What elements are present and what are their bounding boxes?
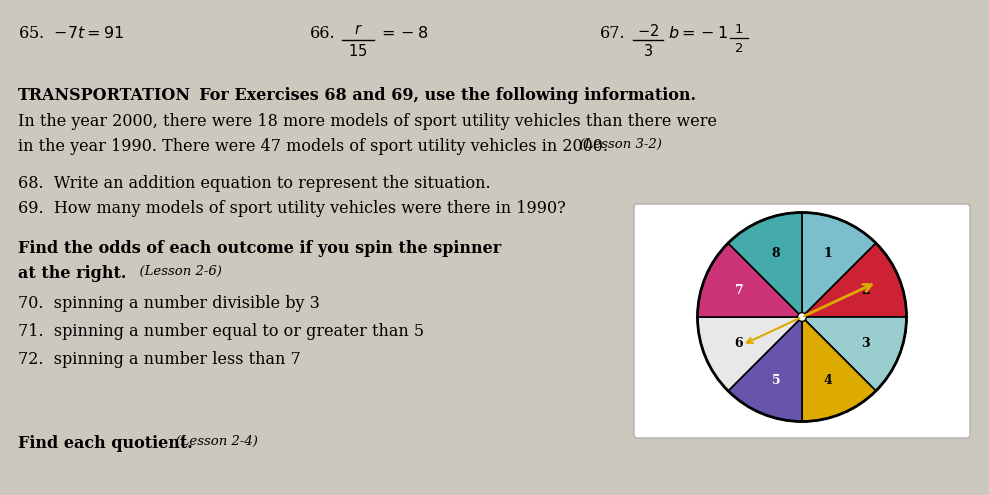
Text: 2: 2 xyxy=(860,285,869,297)
Text: (Lesson 3-2): (Lesson 3-2) xyxy=(571,138,662,151)
Text: $3$: $3$ xyxy=(643,43,653,59)
Text: 4: 4 xyxy=(824,374,833,387)
Text: 71.  spinning a number equal to or greater than 5: 71. spinning a number equal to or greate… xyxy=(18,323,424,340)
Text: $1$: $1$ xyxy=(735,23,744,36)
Text: $-2$: $-2$ xyxy=(637,23,659,39)
Text: Find the odds of each outcome if you spin the spinner: Find the odds of each outcome if you spi… xyxy=(18,240,501,257)
Text: 5: 5 xyxy=(771,374,780,387)
Text: in the year 1990. There were 47 models of sport utility vehicles in 2000.: in the year 1990. There were 47 models o… xyxy=(18,138,608,155)
Wedge shape xyxy=(697,243,802,317)
Circle shape xyxy=(797,313,806,321)
FancyBboxPatch shape xyxy=(634,204,970,438)
Text: 66.: 66. xyxy=(310,25,335,42)
Text: 1: 1 xyxy=(824,248,833,260)
Text: TRANSPORTATION: TRANSPORTATION xyxy=(18,87,191,104)
Text: 65.  $-7t = 91$: 65. $-7t = 91$ xyxy=(18,25,124,42)
Text: $b = -1$: $b = -1$ xyxy=(668,25,728,42)
Text: In the year 2000, there were 18 more models of sport utility vehicles than there: In the year 2000, there were 18 more mod… xyxy=(18,113,717,130)
Text: 69.  How many models of sport utility vehicles were there in 1990?: 69. How many models of sport utility veh… xyxy=(18,200,566,217)
Text: 70.  spinning a number divisible by 3: 70. spinning a number divisible by 3 xyxy=(18,295,319,312)
Text: $= -8$: $= -8$ xyxy=(378,25,428,42)
Text: For Exercises 68 and 69, use the following information.: For Exercises 68 and 69, use the followi… xyxy=(188,87,696,104)
Text: $15$: $15$ xyxy=(348,43,368,59)
Text: $2$: $2$ xyxy=(735,42,744,55)
Text: 6: 6 xyxy=(735,337,744,349)
Wedge shape xyxy=(728,317,802,422)
Text: 68.  Write an addition equation to represent the situation.: 68. Write an addition equation to repres… xyxy=(18,175,491,192)
Wedge shape xyxy=(802,317,876,422)
Text: 67.: 67. xyxy=(600,25,626,42)
Wedge shape xyxy=(728,212,802,317)
Text: (Lesson 2-6): (Lesson 2-6) xyxy=(131,265,222,278)
Text: Find each quotient.: Find each quotient. xyxy=(18,435,193,452)
Text: 72.  spinning a number less than 7: 72. spinning a number less than 7 xyxy=(18,351,301,368)
Text: 3: 3 xyxy=(860,337,869,349)
Text: $r$: $r$ xyxy=(354,23,362,37)
Text: 7: 7 xyxy=(735,285,744,297)
Text: 8: 8 xyxy=(771,248,780,260)
Wedge shape xyxy=(802,317,907,391)
Text: at the right.: at the right. xyxy=(18,265,127,282)
Wedge shape xyxy=(802,243,907,317)
Text: (Lesson 2-4): (Lesson 2-4) xyxy=(167,435,258,448)
Wedge shape xyxy=(802,212,876,317)
Wedge shape xyxy=(697,317,802,391)
